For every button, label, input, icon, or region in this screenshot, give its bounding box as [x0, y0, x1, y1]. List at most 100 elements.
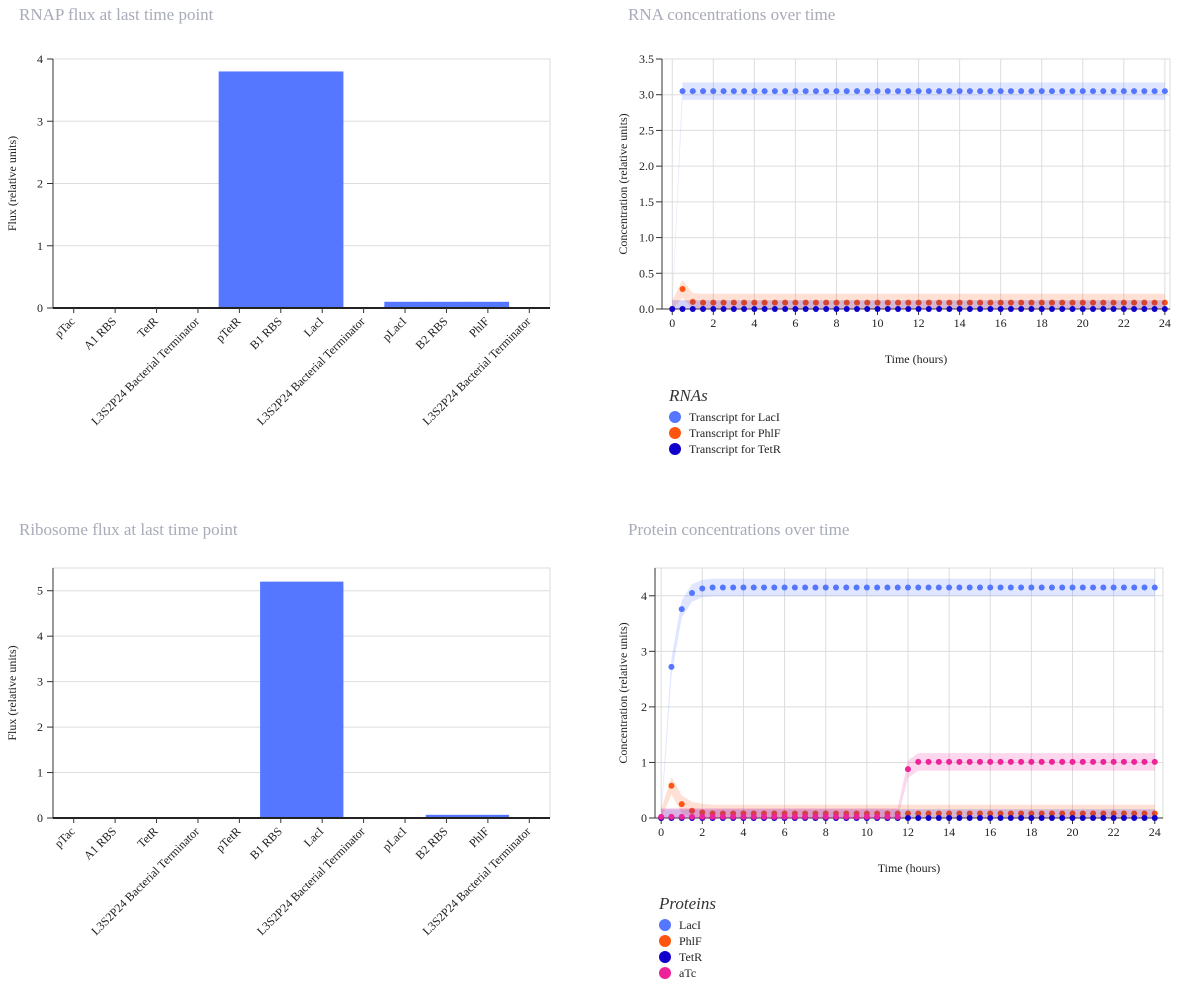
point-transcript-for-phlf — [1161, 299, 1168, 306]
legend-label: LacI — [679, 918, 701, 932]
x-tick-label: 14 — [943, 825, 955, 839]
y-tick-label: 0 — [37, 811, 43, 825]
y-tick-label: 1 — [37, 766, 43, 780]
point-atc — [781, 813, 788, 820]
y-tick-label: 3 — [641, 644, 647, 658]
x-tick-label-placi: pLacI — [379, 824, 409, 854]
point-atc — [935, 758, 942, 765]
x-tick-label: 18 — [1036, 316, 1048, 330]
point-transcript-for-phlf — [812, 299, 819, 306]
legend-label: PhlF — [679, 934, 702, 948]
point-tetr — [987, 815, 994, 821]
point-transcript-for-phlf — [833, 299, 840, 306]
point-transcript-for-tetr — [720, 306, 727, 312]
point-transcript-for-laci — [864, 88, 871, 95]
point-transcript-for-laci — [1110, 88, 1117, 95]
point-transcript-for-phlf — [864, 299, 871, 306]
legend-dot-icon — [669, 411, 681, 423]
x-tick-label-tetr: TetR — [134, 314, 160, 340]
point-laci — [771, 584, 778, 591]
point-laci — [678, 606, 685, 613]
x-tick-label: 12 — [913, 316, 925, 330]
point-transcript-for-tetr — [864, 306, 871, 312]
point-atc — [925, 758, 932, 765]
legend-dot-icon — [659, 919, 671, 931]
point-phlf — [1090, 810, 1097, 817]
point-laci — [1048, 584, 1055, 591]
point-phlf — [1079, 810, 1086, 817]
point-transcript-for-phlf — [1079, 299, 1086, 306]
point-transcript-for-laci — [843, 88, 850, 95]
point-laci — [946, 584, 953, 591]
series-atc — [658, 753, 1158, 820]
point-phlf — [1038, 810, 1045, 817]
bar-laci — [301, 581, 344, 818]
bar-phlf — [467, 814, 510, 818]
x-tick-label-a1-rbs: A1 RBS — [81, 314, 119, 352]
point-transcript-for-laci — [997, 88, 1004, 95]
point-transcript-for-phlf — [1059, 299, 1066, 306]
point-atc — [1069, 758, 1076, 765]
point-transcript-for-tetr — [853, 306, 860, 312]
point-transcript-for-tetr — [1079, 306, 1086, 312]
point-transcript-for-phlf — [987, 299, 994, 306]
point-atc — [884, 813, 891, 820]
point-laci — [699, 585, 706, 592]
point-transcript-for-laci — [720, 88, 727, 95]
point-laci — [689, 590, 696, 596]
point-transcript-for-tetr — [823, 306, 830, 312]
point-transcript-for-phlf — [741, 299, 748, 306]
point-atc — [1151, 758, 1158, 765]
point-transcript-for-phlf — [843, 299, 850, 306]
point-laci — [843, 584, 850, 591]
point-laci — [925, 584, 932, 591]
point-laci — [1079, 584, 1086, 591]
y-tick-label: 2.5 — [639, 123, 654, 137]
point-phlf — [935, 810, 942, 817]
point-tetr — [1018, 815, 1025, 821]
x-tick-label: 6 — [782, 825, 788, 839]
point-phlf — [668, 782, 675, 789]
point-laci — [1131, 584, 1138, 591]
point-atc — [997, 758, 1004, 765]
point-transcript-for-tetr — [946, 306, 953, 312]
point-transcript-for-laci — [1038, 88, 1045, 95]
rnap-flux-title: RNAP flux at last time point — [19, 5, 214, 24]
point-transcript-for-tetr — [843, 306, 850, 312]
point-transcript-for-tetr — [741, 306, 748, 312]
y-tick-label: 3 — [37, 675, 43, 689]
point-transcript-for-tetr — [1161, 306, 1168, 312]
point-transcript-for-tetr — [679, 306, 686, 312]
point-laci — [740, 584, 747, 591]
legend-item-transcript-phlf: Transcript for PhlF — [669, 425, 781, 441]
point-atc — [1110, 758, 1117, 765]
point-phlf — [997, 810, 1004, 817]
point-atc — [791, 813, 798, 820]
protein-legend: Proteins LacI PhlF TetR aTc — [659, 894, 716, 981]
point-laci — [668, 663, 675, 670]
point-tetr — [925, 815, 932, 821]
point-transcript-for-tetr — [1141, 306, 1148, 312]
point-tetr — [915, 815, 922, 821]
point-laci — [966, 584, 973, 591]
point-laci — [874, 584, 881, 591]
series-transcript-for-tetr — [669, 300, 1168, 312]
legend-label: TetR — [679, 950, 703, 964]
point-atc — [843, 813, 850, 820]
point-atc — [761, 813, 768, 820]
x-tick-label-ptetr: pTetR — [213, 314, 244, 345]
x-tick-label: 16 — [984, 825, 996, 839]
y-tick-label: 2.0 — [639, 159, 654, 173]
protein-concentrations-title: Protein concentrations over time — [628, 520, 850, 539]
point-tetr — [1059, 815, 1066, 821]
point-transcript-for-phlf — [1018, 299, 1025, 306]
point-atc — [956, 758, 963, 765]
point-transcript-for-laci — [1100, 88, 1107, 95]
point-laci — [832, 584, 839, 591]
point-transcript-for-phlf — [720, 299, 727, 306]
point-transcript-for-tetr — [1151, 306, 1158, 312]
point-atc — [1059, 758, 1066, 765]
point-transcript-for-laci — [689, 88, 696, 95]
point-laci — [915, 584, 922, 591]
